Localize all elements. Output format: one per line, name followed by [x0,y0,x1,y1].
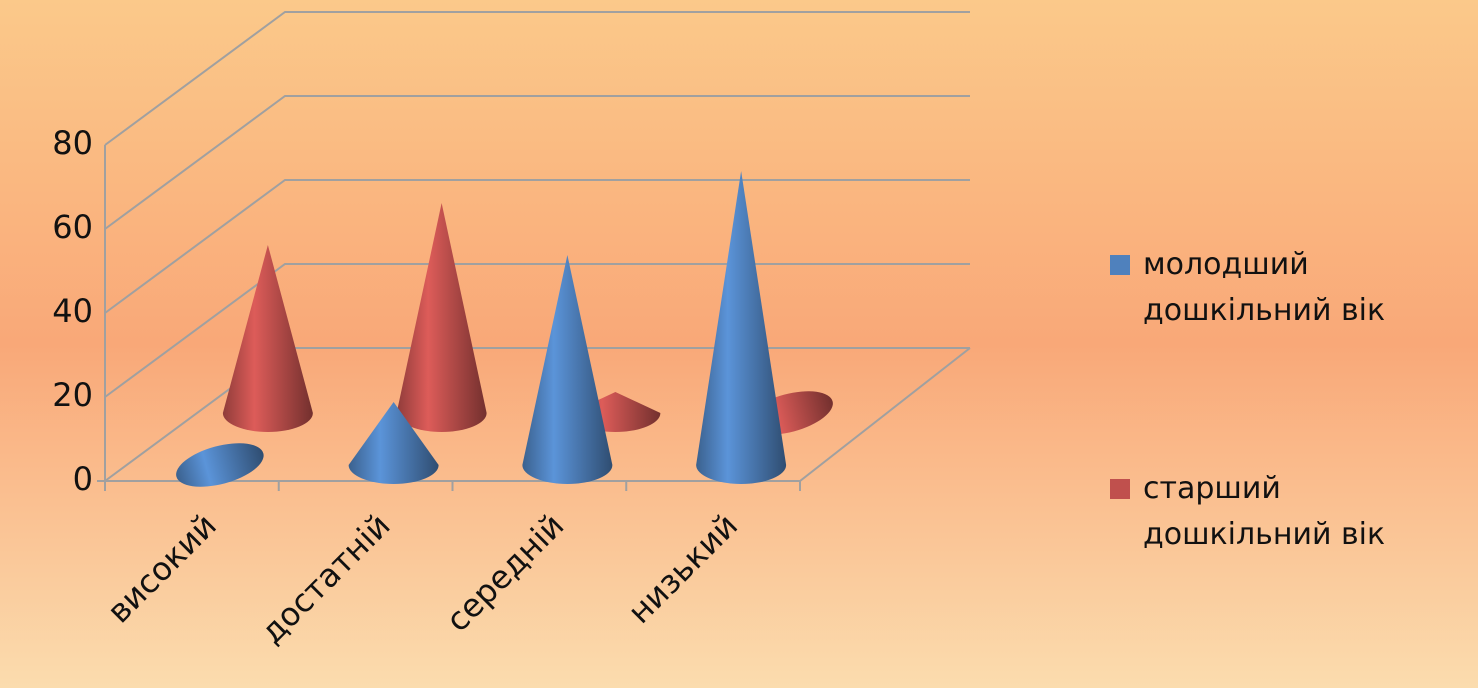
legend-line: дошкільний вік [1143,293,1385,328]
y-tick-label: 80 [52,124,93,162]
cone [396,203,487,433]
legend-line: молодший [1143,247,1309,282]
legend-swatch [1110,479,1130,499]
cone [222,245,313,433]
legend-line: старший [1143,471,1281,506]
y-tick-label: 40 [52,292,93,330]
cone [522,255,613,484]
grid-line [104,11,970,146]
legend-swatch [1110,255,1130,275]
y-tick-label: 60 [52,208,93,246]
legend-label: старший дошкільний вік [1143,471,1385,552]
cone [348,402,439,484]
cone [696,171,787,484]
y-tick-label: 0 [73,460,93,498]
legend-label: молодший дошкільний вік [1143,247,1385,328]
y-tick-label: 20 [52,376,93,414]
cone [176,443,264,487]
grid-line [104,95,970,230]
legend-line: дошкільний вік [1143,517,1385,552]
